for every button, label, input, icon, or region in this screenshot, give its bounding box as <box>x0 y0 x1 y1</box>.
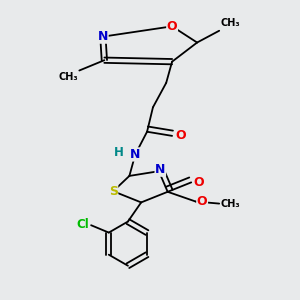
Text: CH₃: CH₃ <box>221 18 240 28</box>
Text: S: S <box>109 185 118 198</box>
Text: N: N <box>98 30 108 43</box>
Text: O: O <box>193 176 204 189</box>
Text: N: N <box>130 148 140 161</box>
Text: O: O <box>197 195 207 208</box>
Text: H: H <box>114 146 124 159</box>
Text: O: O <box>167 20 177 33</box>
Text: O: O <box>175 129 186 142</box>
Text: CH₃: CH₃ <box>58 72 78 82</box>
Text: N: N <box>155 163 166 176</box>
Text: CH₃: CH₃ <box>221 199 240 208</box>
Text: Cl: Cl <box>76 218 89 231</box>
